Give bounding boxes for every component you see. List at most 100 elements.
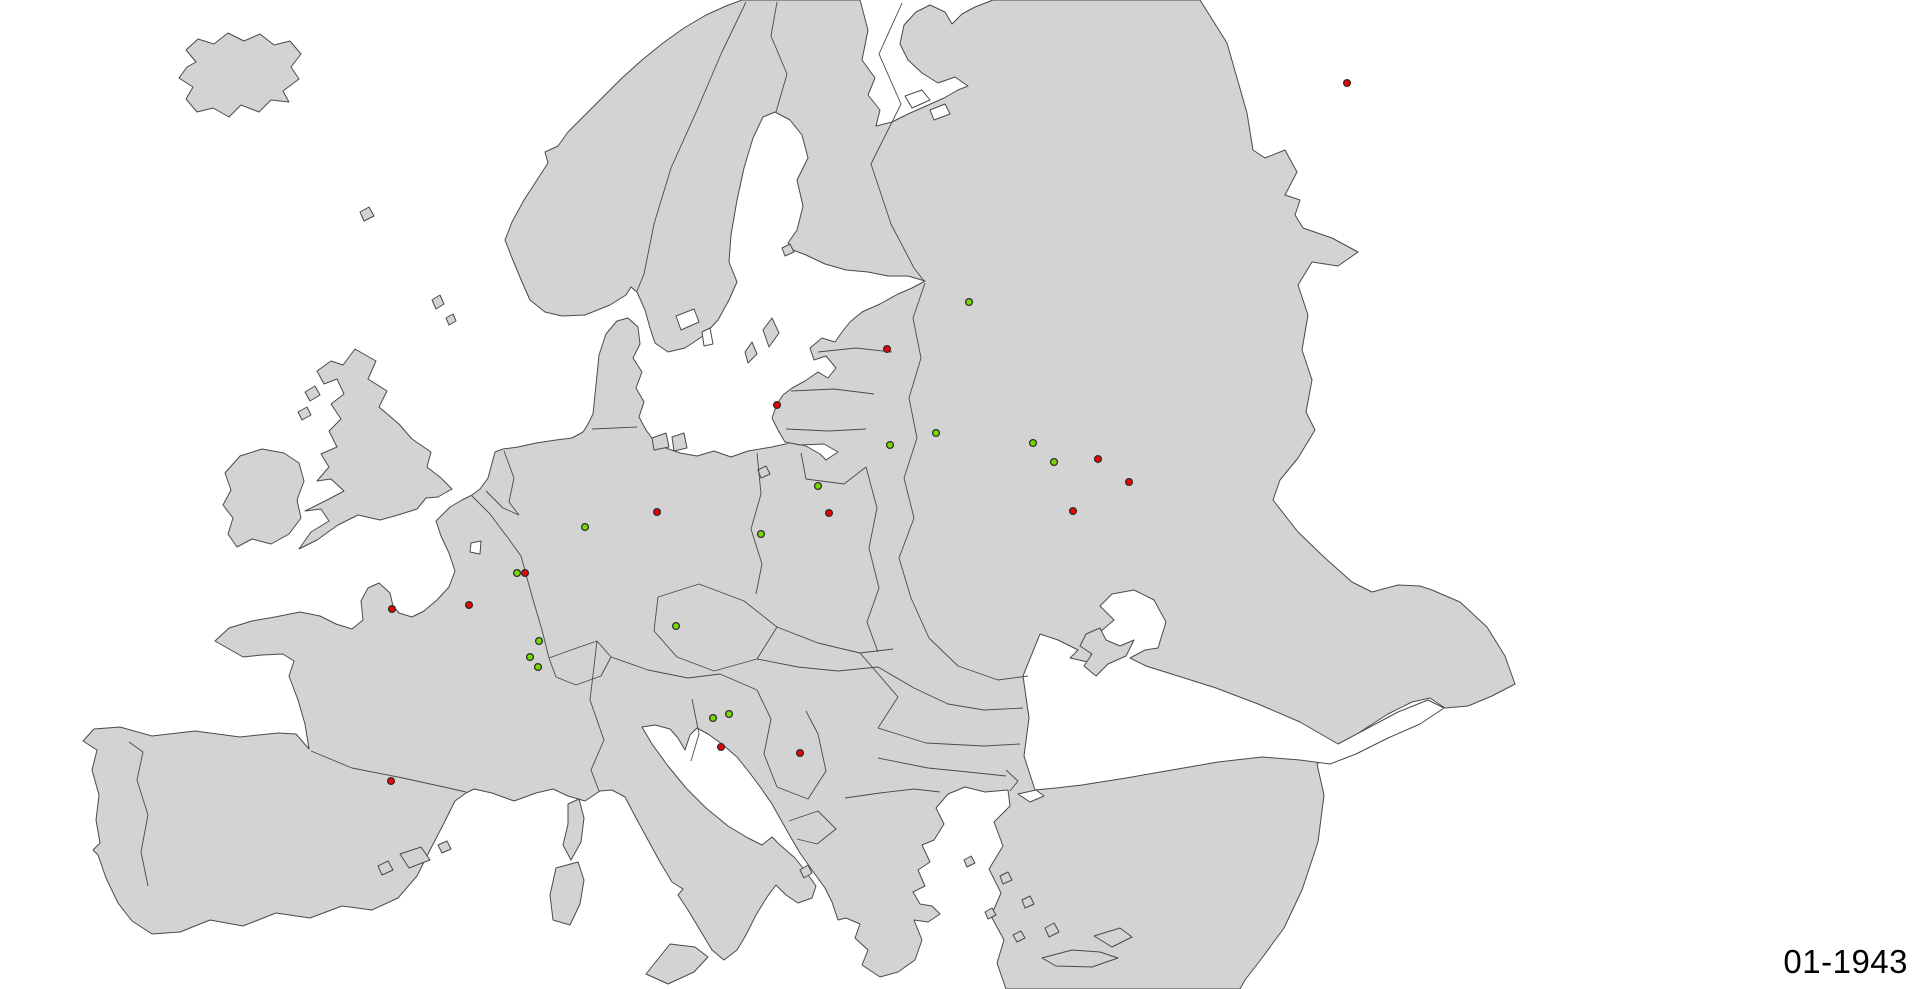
border-finland-ussr	[870, 2, 925, 282]
map-marker-green	[724, 709, 734, 719]
border-poland-ussr	[865, 466, 880, 653]
landmass-layer	[82, 0, 1516, 989]
border-turkey-bulgaria	[1005, 769, 1019, 792]
map-marker-green	[756, 529, 766, 539]
island-cyprus	[1093, 927, 1133, 948]
island-gotland	[762, 317, 780, 348]
island-menorca	[437, 840, 452, 854]
map-marker-red	[386, 776, 396, 786]
island-shetland	[431, 294, 445, 310]
island-corsica	[562, 798, 585, 861]
country-borders-layer	[128, 1, 1029, 887]
island-faroe	[359, 206, 375, 222]
border-switzerland	[548, 640, 612, 686]
lake-ijsselmeer	[469, 540, 482, 555]
island-rhodes	[1044, 922, 1060, 938]
border-east-prussia	[800, 452, 867, 485]
island-funen	[651, 432, 670, 451]
border-belgium-netherlands	[485, 490, 520, 516]
lake-kola-1	[904, 89, 931, 109]
island-hebrides-south	[297, 406, 312, 421]
map-marker-green	[813, 481, 823, 491]
markers-layer	[386, 78, 1352, 786]
island-bornholm	[757, 465, 771, 479]
border-sweden-finland	[770, 1, 788, 113]
map-marker-green	[671, 621, 681, 631]
island-aegean-5	[963, 855, 976, 868]
island-crete	[1041, 949, 1119, 968]
border-romania-bulgaria	[877, 666, 1024, 711]
map-marker-red	[1342, 78, 1352, 88]
border-albania	[788, 810, 837, 845]
map-marker-red	[1068, 506, 1078, 516]
island-mallorca	[399, 846, 431, 869]
border-pyrenees	[310, 750, 467, 793]
island-aland	[781, 243, 795, 257]
island-zealand	[671, 432, 688, 452]
black-sea	[1022, 589, 1445, 791]
map-marker-green	[534, 636, 544, 646]
border-croatia-west	[690, 698, 700, 762]
border-serbia-east	[776, 710, 827, 800]
map-marker-red	[520, 568, 530, 578]
island-orkney	[445, 313, 457, 326]
map-marker-green	[512, 568, 522, 578]
map-marker-red	[1093, 454, 1103, 464]
lake-vattern	[701, 327, 714, 347]
island-iceland	[178, 32, 302, 118]
map-marker-green	[964, 297, 974, 307]
map-marker-green	[1028, 438, 1038, 448]
island-sicily	[645, 943, 709, 985]
map-marker-red	[824, 508, 834, 518]
border-norway-sweden	[636, 1, 747, 292]
island-aegean-1	[999, 871, 1013, 885]
lake-kola-2	[929, 103, 951, 121]
peninsula-crimea	[1079, 627, 1135, 677]
island-sardinia	[549, 861, 585, 926]
map-marker-green	[580, 522, 590, 532]
map-marker-red	[464, 600, 474, 610]
sea-layer	[469, 89, 1445, 803]
map-marker-green	[533, 662, 543, 672]
border-france-belgium-germany	[471, 495, 550, 659]
border-ussr-west	[898, 282, 1029, 681]
island-ireland	[222, 448, 305, 548]
map-marker-red	[1124, 477, 1134, 487]
border-greece-bulgaria	[844, 788, 941, 799]
sea-of-marmara	[1017, 789, 1045, 803]
border-netherlands-germany	[503, 450, 520, 516]
island-aegean-3	[984, 907, 997, 920]
map-marker-green	[885, 440, 895, 450]
map-marker-green	[525, 652, 535, 662]
border-austria-hungary	[610, 656, 758, 691]
map-marker-green	[1049, 457, 1059, 467]
border-bosnia-serbia	[756, 689, 778, 788]
border-estonia-latvia	[817, 347, 893, 353]
island-oland	[744, 341, 758, 364]
border-germany-denmark	[591, 426, 638, 430]
period-label: 01-1943	[1783, 943, 1908, 980]
border-slovakia	[776, 626, 894, 654]
map-marker-red	[716, 742, 726, 752]
map-marker-red	[652, 507, 662, 517]
island-aegean-4	[1012, 930, 1026, 943]
border-portugal-spain	[128, 741, 149, 887]
island-great-britain	[298, 348, 453, 550]
border-germany-poland	[750, 452, 763, 595]
lake-vanern	[675, 308, 700, 331]
island-hebrides	[304, 385, 321, 402]
map-marker-red	[882, 344, 892, 354]
border-france-italy	[589, 640, 605, 792]
map-marker-red	[795, 748, 805, 758]
map-marker-red	[772, 400, 782, 410]
border-latvia-lithuania	[790, 388, 875, 395]
map-marker-red	[387, 604, 397, 614]
island-corfu	[799, 864, 813, 879]
border-bulgaria-south	[877, 757, 1007, 777]
border-lithuania-south	[785, 428, 867, 432]
border-hungary-south	[756, 658, 879, 672]
island-ibiza	[377, 860, 394, 876]
island-aegean-2	[1021, 895, 1035, 909]
